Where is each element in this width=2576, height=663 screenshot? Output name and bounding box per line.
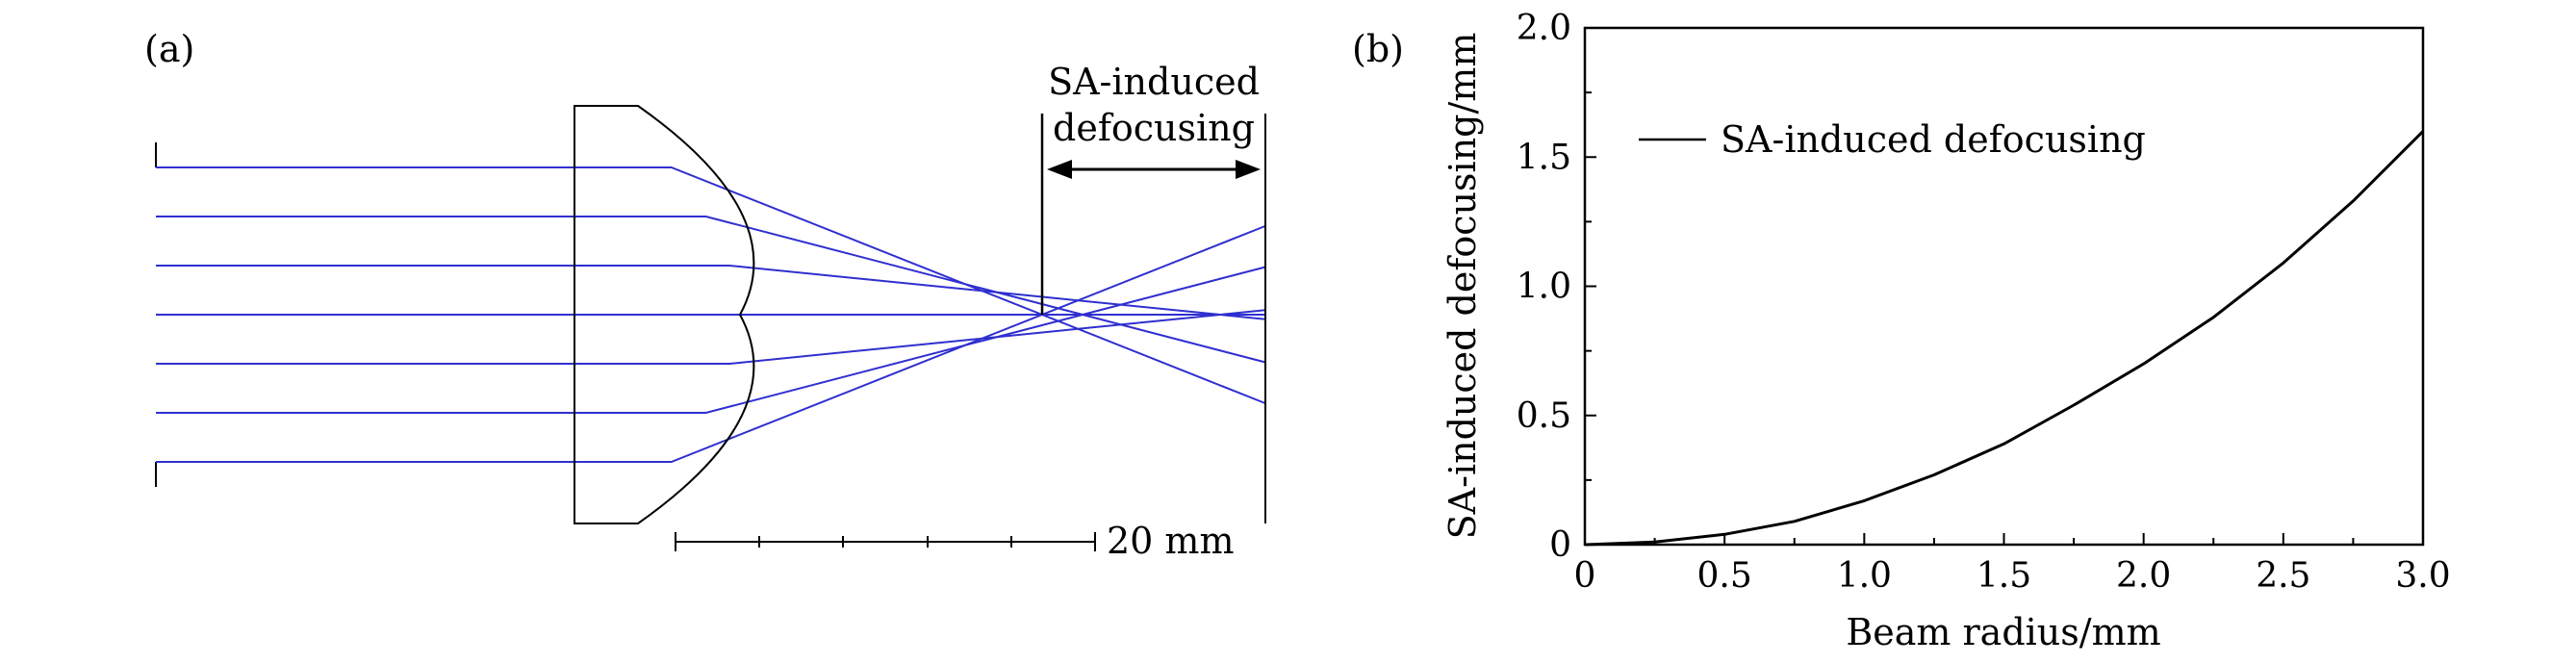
x-tick-label: 2.0	[2116, 556, 2171, 596]
annotation-line-2: defocusing	[1053, 107, 1255, 149]
ray	[156, 266, 1266, 414]
plot-frame	[1583, 26, 2425, 547]
panel-b-chart: (b) 0 0.5 1.0 1.5 2.0 2.5 3.0 0 0.5 1.0 1.5 2.0 SA…	[1352, 9, 2451, 653]
y-tick-label: 1.5	[1517, 138, 1571, 177]
x-axis-tick-labels: 0 0.5 1.0 1.5 2.0 2.5 3.0	[1574, 556, 2451, 596]
y-axis-ticks	[1585, 27, 1596, 546]
y-axis-label: SA-induced defocusing/mm	[1441, 33, 1484, 540]
ray	[156, 216, 1266, 364]
y-tick-label: 1.0	[1517, 268, 1571, 307]
defocusing-arrow-right-head	[1236, 160, 1261, 179]
x-axis-label: Beam radius/mm	[1846, 611, 2160, 653]
x-tick-label: 3.0	[2395, 556, 2450, 596]
plano-convex-lens	[574, 105, 755, 524]
x-axis-ticks	[1584, 533, 2424, 545]
panel-b-label: (b)	[1352, 28, 1404, 70]
y-tick-label: 2.0	[1517, 9, 1571, 48]
x-tick-label: 0.5	[1697, 556, 1752, 596]
y-tick-label: 0	[1549, 525, 1571, 565]
series-group	[1584, 130, 2425, 547]
panel-a-ray-diagram: (a) SA-induced defocusing	[144, 28, 1266, 562]
y-axis-tick-labels: 0 0.5 1.0 1.5 2.0	[1517, 9, 1571, 565]
ray	[156, 166, 1266, 405]
x-tick-label: 2.5	[2256, 556, 2310, 596]
ray	[156, 265, 1266, 320]
legend-entry: SA-induced defocusing	[1721, 118, 2146, 161]
x-tick-label: 1.5	[1977, 556, 2031, 596]
annotation-line-1: SA-induced	[1048, 61, 1260, 103]
ray	[156, 309, 1266, 365]
y-tick-label: 0.5	[1517, 396, 1571, 436]
panel-a-label: (a)	[144, 28, 194, 70]
scale-bar-label: 20 mm	[1107, 520, 1235, 562]
ray	[156, 224, 1266, 463]
series-line	[1584, 130, 2425, 547]
defocusing-arrow-left-head	[1047, 160, 1072, 179]
rays-group	[156, 166, 1266, 463]
x-tick-label: 0	[1574, 556, 1596, 596]
x-tick-label: 1.0	[1837, 556, 1892, 596]
